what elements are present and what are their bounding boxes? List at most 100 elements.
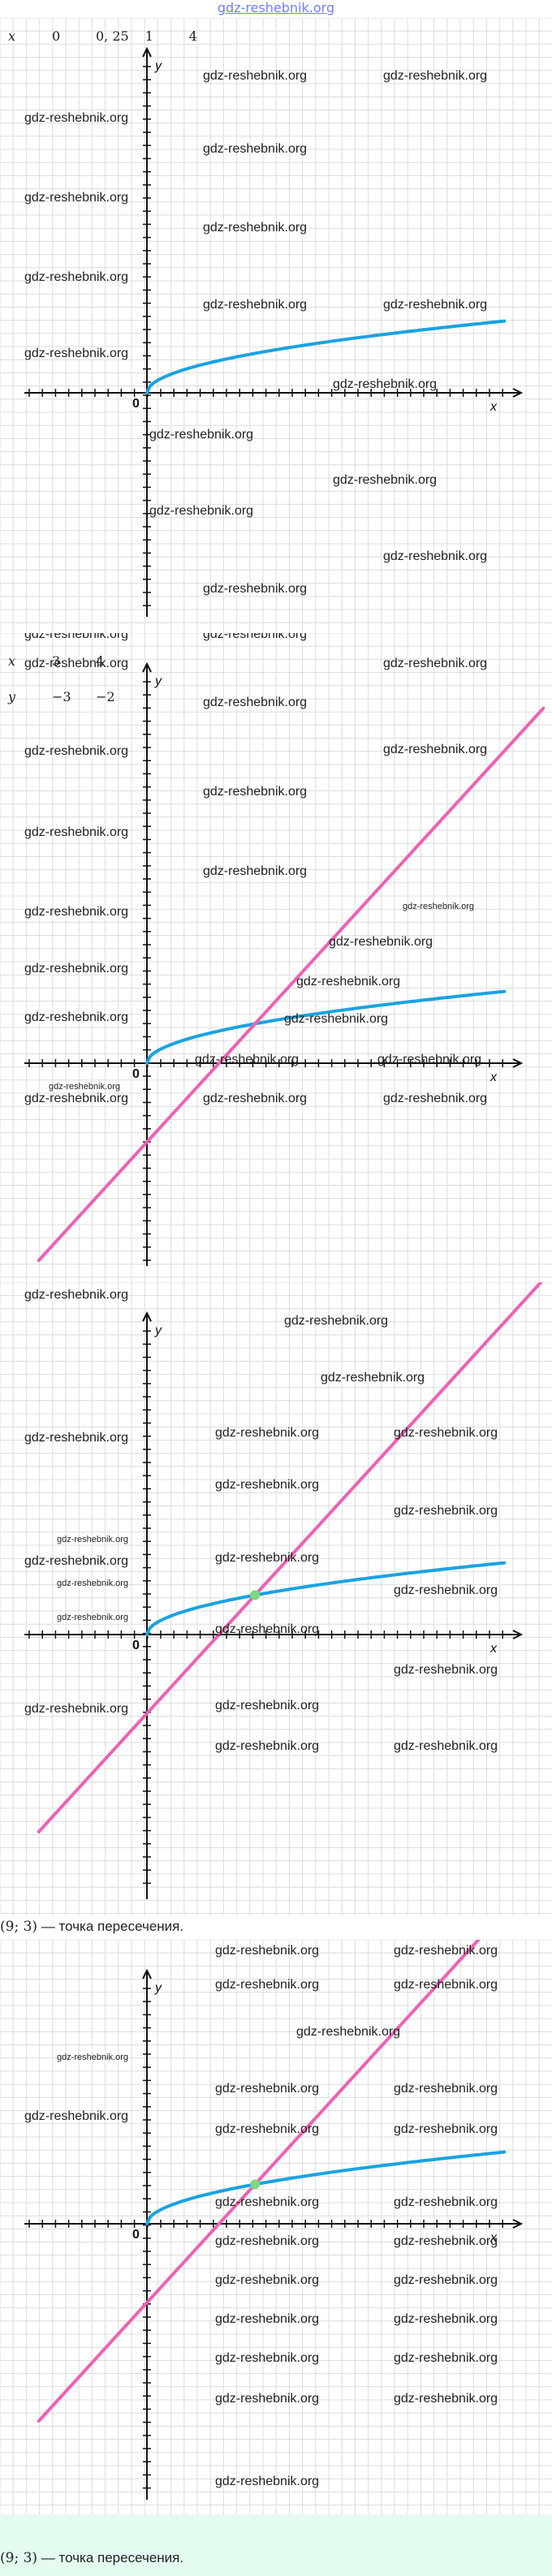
watermark-text: gdz-reshebnik.org [296,2025,400,2039]
watermark-text: gdz-reshebnik.org [394,2122,498,2136]
watermark-text: gdz-reshebnik.org [215,1944,319,1958]
watermark-text: gdz-reshebnik.org [215,1551,319,1565]
x-arrow-icon [512,1630,524,1639]
watermark-text: gdz-reshebnik.org [215,1978,319,1992]
y-arrow-icon [142,1311,152,1322]
graph-panel-3: x y 0 gdz-reshebnik.org gdz-reshebnik.org gdz… [0,1282,552,1915]
watermark-text: gdz-reshebnik.org [215,1478,319,1492]
watermark-text: gdz-reshebnik.org [321,1371,425,1385]
watermark-text: gdz-reshebnik.org [215,2475,319,2488]
watermark-text: gdz-reshebnik.org [394,2195,498,2209]
table-cell: 3 [52,653,61,669]
axes [24,661,524,1266]
watermark-text: gdz-reshebnik.org [203,696,307,709]
watermark-text: gdz-reshebnik.org [383,1092,487,1105]
x-axis-label: x [489,400,498,414]
watermark-text: gdz-reshebnik.org [203,1092,307,1105]
watermark-text: gdz-reshebnik.org [394,2234,498,2248]
watermark-text: gdz-reshebnik.org [215,1426,319,1440]
watermark-text: gdz-reshebnik.org [24,1554,128,1568]
watermark-text: gdz-reshebnik.org [24,1010,128,1024]
graph-svg: x y 0 gdz-reshebnik.org gdz-reshebnik.org gdz… [0,1940,552,2516]
graph-panel-4: x y 0 gdz-reshebnik.org gdz-reshebnik.org gdz… [0,1940,552,2516]
watermark-text: gdz-reshebnik.org [24,191,128,205]
x-axis-label: x [489,1070,498,1084]
answer-text: (9; 3) — точка пересечения. [0,1919,183,1935]
site-link[interactable]: gdz-reshebnik.org [217,0,335,15]
watermark-text: gdz-reshebnik.org [215,2351,319,2365]
axes [24,1311,524,1899]
watermark-text: gdz-reshebnik.org [215,1699,319,1712]
watermark-text: gdz-reshebnik.org [394,2273,498,2287]
watermark-text: gdz-reshebnik.org [394,1504,498,1518]
x-arrow-icon [512,2219,524,2229]
watermark-text: gdz-reshebnik.org [394,2392,498,2406]
x-arrow-icon [512,388,524,398]
watermark-text: gdz-reshebnik.org [203,582,307,596]
table-cell-label: y [8,688,16,704]
watermark-text: gdz-reshebnik.org [24,1092,128,1105]
answer-highlight [0,2514,552,2576]
watermark-text: gdz-reshebnik.org [394,1663,498,1677]
table-cell: −2 [96,688,115,704]
answer-text-final: (9; 3) — точка пересечения. [0,2550,183,2566]
watermark-text: gdz-reshebnik.org [24,270,128,284]
table-cell: 1 [144,28,153,44]
watermark-text: gdz-reshebnik.org [215,2392,319,2406]
table-cell: 4 [96,653,105,669]
watermark-text: gdz-reshebnik.org [215,1622,319,1636]
watermark-text: gdz-reshebnik.org [24,1431,128,1445]
grid [0,1940,552,2516]
linear-graph-line [37,1282,544,1833]
watermark-text: gdz-reshebnik.org [215,2312,319,2326]
watermark-text: gdz-reshebnik.org [394,1978,498,1992]
watermark-text: gdz-reshebnik.org [383,69,487,83]
watermark-text: gdz-reshebnik.org [394,1583,498,1597]
watermark-text: gdz-reshebnik.org [284,1314,388,1328]
table-row-y: y −3 −2 [0,678,132,714]
watermark-text: gdz-reshebnik.org [377,1053,481,1066]
linear-graph-line [37,706,546,1262]
watermark-text: gdz-reshebnik.org [203,142,307,156]
axes [24,1968,524,2500]
y-axis-label: y [154,1981,162,1995]
table-row-x: x 3 4 [0,643,132,678]
watermark-text: gdz-reshebnik.org [296,975,400,989]
watermark-text: gdz-reshebnik.org [394,1426,498,1440]
watermark-text: gdz-reshebnik.org [57,1579,128,1588]
watermark-text: gdz-reshebnik.org [24,1288,128,1302]
watermark-text: gdz-reshebnik.org [333,473,437,487]
watermark-text: gdz-reshebnik.org [215,2195,319,2209]
watermark-text: gdz-reshebnik.org [149,428,253,442]
intersection-point [250,2179,261,2190]
grid [0,18,552,633]
answer-label: — точка пересечения. [41,1919,184,1934]
table-cell: 0, 25 [96,28,129,44]
watermark-text: gdz-reshebnik.org [149,504,253,518]
watermark-text: gdz-reshebnik.org [383,549,487,563]
sqrt-curve [145,1561,507,1636]
watermark-text: gdz-reshebnik.org [394,2312,498,2326]
graph-panel-1: x y 0 gdz-reshebnik.org gdz-reshebnik.org gdz… [0,18,552,633]
watermark-text: gdz-reshebnik.org [57,1613,128,1622]
watermark-text: gdz-reshebnik.org [24,633,128,641]
watermark-text: gdz-reshebnik.org [215,2273,319,2287]
y-arrow-icon [142,661,152,673]
graph-svg: x y 0 gdz-reshebnik.org gdz-reshebnik.org gdz… [0,1282,552,1915]
table-cell-label: x [8,653,16,669]
watermark-text: gdz-reshebnik.org [403,902,474,911]
watermark-text: gdz-reshebnik.org [24,347,128,360]
watermark-text: gdz-reshebnik.org [24,962,128,976]
watermark-text: gdz-reshebnik.org [394,1944,498,1958]
watermark-text: gdz-reshebnik.org [215,1739,319,1753]
watermark-text: gdz-reshebnik.org [203,69,307,83]
watermark-text: gdz-reshebnik.org [333,377,437,391]
watermark-text: gdz-reshebnik.org [203,298,307,312]
watermark-text: gdz-reshebnik.org [49,1082,120,1092]
watermark-text: gdz-reshebnik.org [203,864,307,878]
origin-label: 0 [132,1639,140,1652]
watermark-text: gdz-reshebnik.org [24,2109,128,2123]
table-cell: −3 [52,688,71,704]
watermark-text: gdz-reshebnik.org [24,111,128,125]
watermark-text: gdz-reshebnik.org [215,2082,319,2096]
